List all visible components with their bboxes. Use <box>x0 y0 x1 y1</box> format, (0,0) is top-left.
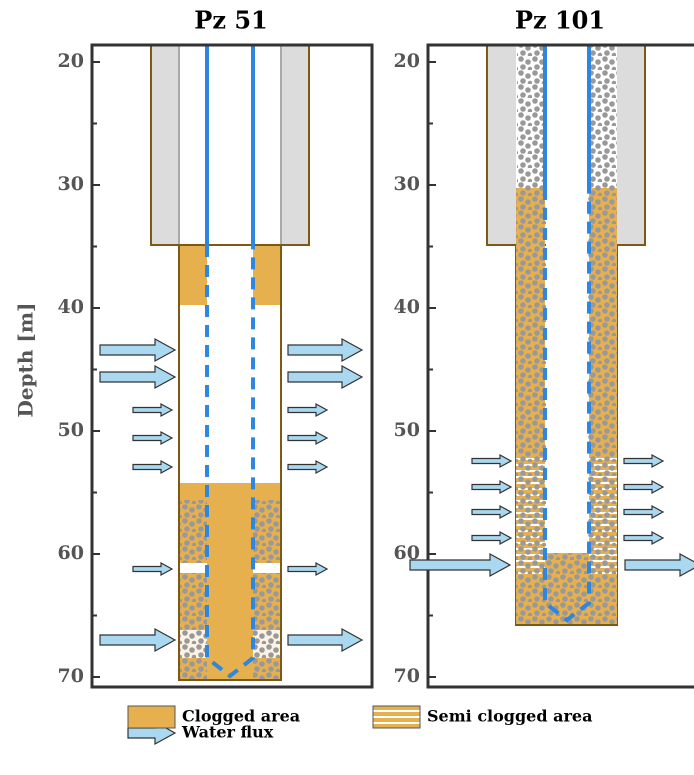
y-tick-label: 40 <box>58 296 84 318</box>
water-flux-arrow <box>132 459 174 475</box>
water-flux-arrow <box>624 552 694 578</box>
panel-pz51 <box>150 44 310 681</box>
y-tick-label: 70 <box>58 665 84 687</box>
water-flux-arrow <box>471 504 513 520</box>
water-flux-arrow <box>287 364 364 390</box>
panel-pz101 <box>486 44 646 626</box>
water-flux-arrow <box>471 479 513 495</box>
water-flux-arrow <box>287 561 329 577</box>
water-flux-arrow <box>409 552 512 578</box>
y-tick-label: 60 <box>394 542 420 564</box>
y-tick-label: 50 <box>58 419 84 441</box>
y-tick-label: 20 <box>58 50 84 72</box>
y-tick-label: 20 <box>394 50 420 72</box>
water-flux-arrow <box>132 402 174 418</box>
legend-label: Clogged area <box>182 707 300 726</box>
panel-frame <box>90 43 374 689</box>
legend-swatch <box>372 705 421 729</box>
y-tick-label: 60 <box>58 542 84 564</box>
water-flux-arrow <box>623 530 665 546</box>
water-flux-arrow <box>287 402 329 418</box>
water-flux-arrow <box>471 453 513 469</box>
y-tick-label: 50 <box>394 419 420 441</box>
water-flux-arrow <box>99 337 177 363</box>
water-flux-arrow <box>99 364 177 390</box>
legend-label: Semi clogged area <box>427 707 592 726</box>
y-tick-label: 70 <box>394 665 420 687</box>
panel-title: Pz 51 <box>194 6 267 35</box>
legend-swatch <box>127 705 176 729</box>
y-axis-label: Depth [m] <box>14 303 38 418</box>
y-tick-label: 40 <box>394 296 420 318</box>
water-flux-arrow <box>287 459 329 475</box>
water-flux-arrow <box>287 430 329 446</box>
water-flux-arrow <box>471 530 513 546</box>
water-flux-arrow <box>132 430 174 446</box>
water-flux-arrow <box>287 337 364 363</box>
water-flux-arrow <box>287 627 364 653</box>
panel-frame <box>426 43 694 689</box>
panel-title: Pz 101 <box>515 6 605 35</box>
water-flux-arrow <box>623 504 665 520</box>
y-tick-label: 30 <box>394 173 420 195</box>
water-flux-arrow <box>623 453 665 469</box>
water-flux-arrow <box>132 561 174 577</box>
legend-label: Water flux <box>181 723 274 742</box>
water-flux-arrow <box>623 479 665 495</box>
water-flux-arrow <box>99 627 177 653</box>
y-tick-label: 30 <box>58 173 84 195</box>
